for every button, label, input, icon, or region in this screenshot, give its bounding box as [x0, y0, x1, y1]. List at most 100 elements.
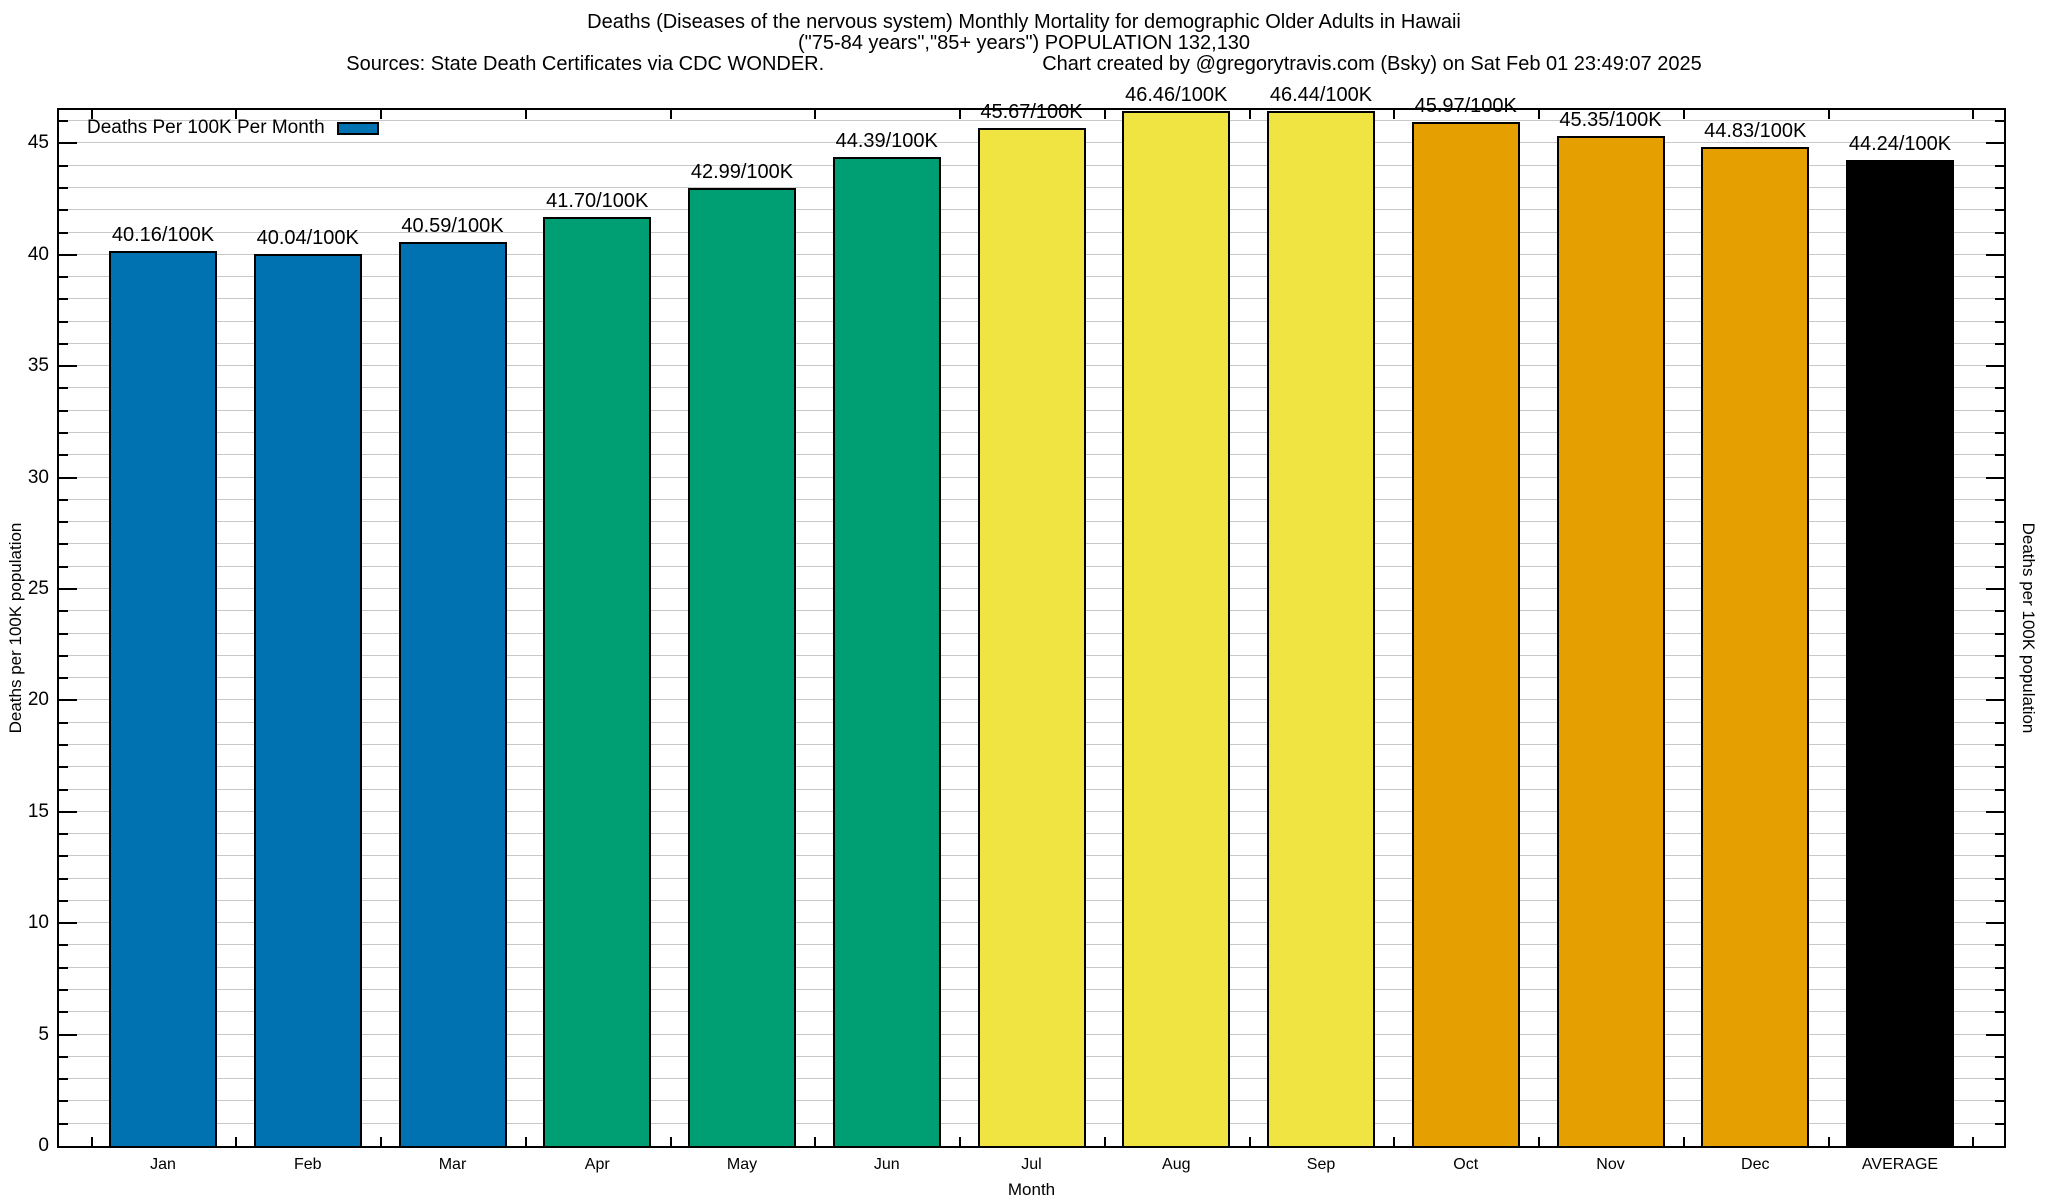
x-tick-label: Jan	[150, 1156, 176, 1173]
y-tick-right	[1995, 432, 2004, 435]
y-tick-right	[1995, 1122, 2004, 1125]
x-tick-bottom	[1827, 1137, 1830, 1146]
y-tick-right	[1986, 922, 2004, 925]
y-tick-left	[59, 989, 68, 992]
y-tick-label: 0	[38, 1135, 49, 1156]
bar	[1846, 160, 1954, 1146]
title-line-1: Deaths (Diseases of the nervous system) …	[587, 11, 1461, 33]
y-tick-left	[59, 1055, 68, 1058]
title-line-3: Sources: State Death Certificates via CD…	[0, 54, 2048, 75]
y-tick-left	[59, 342, 68, 345]
y-tick-right	[1995, 498, 2004, 501]
x-tick-top	[1393, 110, 1396, 119]
x-tick-bottom	[380, 1137, 383, 1146]
y-tick-right	[1995, 721, 2004, 724]
bar-value-label: 45.35/100K	[1559, 109, 1662, 131]
y-tick-right	[1995, 543, 2004, 546]
y-tick-left	[59, 922, 77, 925]
y-tick-right	[1995, 521, 2004, 524]
y-tick-right	[1995, 209, 2004, 212]
y-tick-right	[1995, 164, 2004, 167]
bar	[1556, 136, 1665, 1146]
y-tick-right	[1995, 1100, 2004, 1103]
y-tick-right	[1986, 365, 2004, 368]
y-tick-right	[1986, 253, 2004, 256]
bar	[977, 128, 1086, 1146]
y-tick-labels: 0 5 10 15 20 25 30 35 40 45	[0, 110, 49, 1156]
y-tick-right	[1995, 743, 2004, 746]
y-tick-right	[1995, 877, 2004, 880]
x-tick-bottom	[1248, 1137, 1251, 1146]
y-tick-right	[1995, 833, 2004, 836]
y-tick-left	[59, 365, 77, 368]
x-tick-top	[669, 110, 672, 119]
bar-value-label: 46.46/100K	[1125, 84, 1228, 106]
plot-area: Deaths Per 100K Per Month	[57, 108, 2006, 1148]
y-tick-label: 10	[27, 912, 49, 934]
x-tick-top	[1538, 110, 1541, 119]
y-tick-right	[1986, 699, 2004, 702]
legend: Deaths Per 100K Per Month	[87, 117, 379, 139]
x-tick-top	[90, 110, 93, 119]
x-tick-bottom	[1972, 1137, 1975, 1146]
x-tick-top	[1103, 110, 1106, 119]
bar-value-label: 40.59/100K	[401, 215, 504, 237]
x-tick-label: AVERAGE	[1861, 1156, 1939, 1173]
bar	[832, 157, 941, 1146]
x-tick-top	[524, 110, 527, 119]
x-tick-label: Jun	[873, 1156, 900, 1173]
x-tick-top	[235, 110, 238, 119]
bar-value-label: 45.97/100K	[1414, 95, 1517, 117]
y-tick-left	[59, 966, 68, 969]
y-tick-left	[59, 209, 68, 212]
y-tick-left	[59, 677, 68, 680]
y-tick-left	[59, 521, 68, 524]
y-tick-left	[59, 432, 68, 435]
y-tick-left	[59, 231, 68, 234]
x-tick-label: Nov	[1596, 1156, 1625, 1173]
bar-value-label: 46.44/100K	[1269, 84, 1373, 106]
y-tick-right	[1986, 810, 2004, 813]
y-tick-right	[1986, 476, 2004, 479]
x-tick-bottom	[1682, 1137, 1685, 1146]
x-tick-label: Apr	[584, 1156, 610, 1173]
bar	[1411, 122, 1520, 1146]
bar-value-label: 44.24/100K	[1848, 133, 1952, 155]
bar	[1267, 111, 1375, 1146]
bar	[109, 251, 217, 1146]
bar	[543, 217, 652, 1146]
gridline	[59, 120, 2004, 122]
y-tick-left	[59, 565, 68, 568]
y-tick-left	[59, 855, 68, 858]
y-tick-right	[1995, 409, 2004, 412]
y-tick-left	[59, 164, 68, 167]
y-axis-label-right: Deaths per 100K population	[2019, 522, 2038, 734]
y-tick-left	[59, 409, 68, 412]
y-tick-left	[59, 454, 68, 457]
x-tick-bottom	[814, 1137, 817, 1146]
y-tick-right	[1995, 788, 2004, 791]
y-tick-label: 20	[27, 689, 49, 711]
x-tick-bottom	[1103, 1137, 1106, 1146]
x-tick-label: Jul	[1021, 1156, 1042, 1173]
bar	[1122, 111, 1231, 1146]
bar-value-label: 44.39/100K	[835, 130, 938, 152]
y-tick-right	[1995, 298, 2004, 301]
y-tick-left	[59, 743, 68, 746]
y-tick-right	[1986, 142, 2004, 145]
y-tick-left	[59, 1033, 77, 1036]
x-axis-label: Month	[1007, 1180, 1056, 1199]
y-tick-label: 30	[27, 466, 49, 488]
y-tick-right	[1995, 342, 2004, 345]
bar-value-label: 42.99/100K	[690, 161, 794, 183]
y-tick-right	[1995, 677, 2004, 680]
y-tick-left	[59, 632, 68, 635]
y-tick-left	[59, 186, 68, 189]
bar-value-label: 40.16/100K	[111, 224, 215, 246]
y-tick-left	[59, 699, 77, 702]
x-tick-bottom	[1538, 1137, 1541, 1146]
title-line-2: ("75-84 years","85+ years") POPULATION 1…	[797, 32, 1251, 54]
x-tick-bottom	[90, 1137, 93, 1146]
bar-value-label: 45.67/100K	[980, 101, 1083, 123]
y-tick-left	[59, 610, 68, 613]
